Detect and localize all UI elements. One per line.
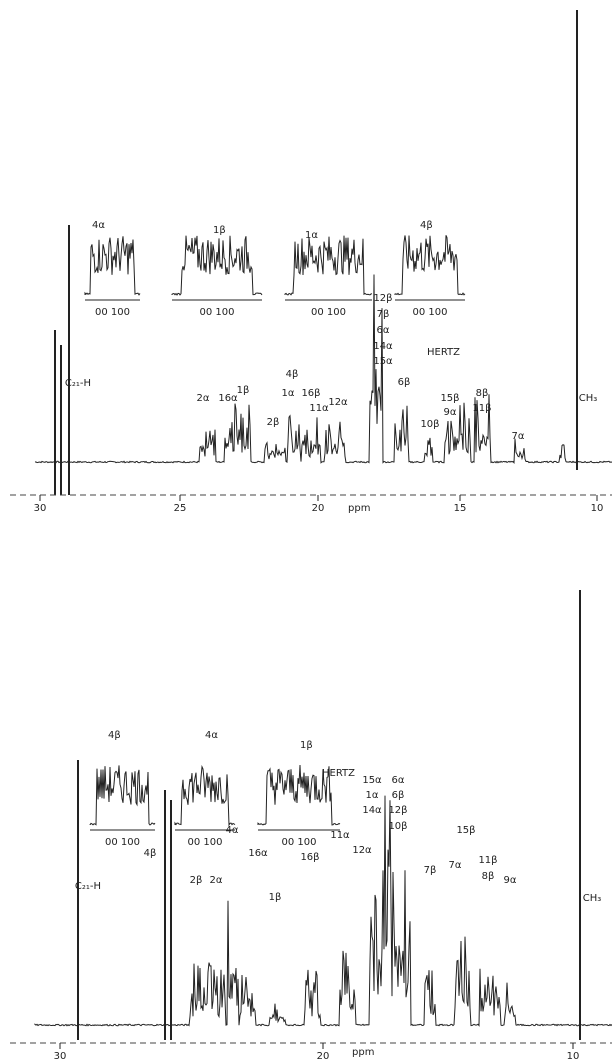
peak-label: 11β <box>472 403 491 414</box>
peak-label: 7α <box>512 431 525 442</box>
peak-label: C₂₁-H <box>75 881 101 892</box>
tick-label: 30 <box>54 1051 67 1062</box>
peak-label: 8β <box>476 388 489 399</box>
peak-label: 2α <box>210 875 223 886</box>
peak-label: 9α <box>504 875 517 886</box>
peak-label: 6α <box>392 775 405 786</box>
peak-label: 11α <box>330 830 350 841</box>
inset-label: 1β <box>300 740 313 751</box>
peak-label: 4β <box>144 848 157 859</box>
peak-label: 1α <box>366 790 379 801</box>
peak-label: 16β <box>300 852 319 863</box>
inset-label: 4β <box>108 730 121 741</box>
peak-label: 1α <box>282 388 295 399</box>
axis-unit: ppm <box>348 503 370 514</box>
inset-label: 4β <box>420 220 433 231</box>
peak-label: 2α <box>197 393 210 404</box>
inset-scale: 00 100 <box>200 307 235 318</box>
peak-label: 8β <box>482 871 495 882</box>
tick-label: 10 <box>567 1051 580 1062</box>
inset-trace <box>90 765 155 825</box>
peak-label: 12β <box>388 805 407 816</box>
tick-label: 15 <box>454 503 467 514</box>
inset-trace <box>175 767 235 825</box>
peak-label: 12α <box>328 397 348 408</box>
hertz-label: HERTZ <box>322 768 355 779</box>
inset-trace <box>395 235 465 295</box>
peak-label: 10β <box>420 419 439 430</box>
inset-scale: 00 100 <box>311 307 346 318</box>
inset-label: 1α <box>305 230 318 241</box>
peak-label: 16α <box>218 393 238 404</box>
peak-label: 1β <box>269 892 282 903</box>
peak-label: 4β <box>286 369 299 380</box>
inset-scale: 00 100 <box>188 837 223 848</box>
peak-label: 2β <box>190 875 203 886</box>
spectrum-trace <box>35 275 612 463</box>
inset-scale: 00 100 <box>413 307 448 318</box>
tick-label: 25 <box>174 503 187 514</box>
peak-label: 11β <box>478 855 497 866</box>
peak-label: 6α <box>377 325 390 336</box>
peak-label: 6β <box>392 790 405 801</box>
peak-label: 14α <box>373 341 393 352</box>
inset-scale: 00 100 <box>282 837 317 848</box>
peak-label: CH₃ <box>579 393 598 404</box>
peak-label: 7β <box>424 865 437 876</box>
peak-label: C₂₁-H <box>65 378 91 389</box>
inset-label: 1β <box>213 225 226 236</box>
tick-label: 30 <box>34 503 47 514</box>
hertz-label: HERTZ <box>427 347 460 358</box>
peak-label: 15α <box>362 775 382 786</box>
peak-label: 15β <box>440 393 459 404</box>
peak-label: 14α <box>362 805 382 816</box>
peak-label: 7β <box>377 309 390 320</box>
tick-label: 20 <box>312 503 325 514</box>
peak-label: 1β <box>237 385 250 396</box>
peak-label: 9α <box>444 407 457 418</box>
inset-trace <box>172 236 262 295</box>
peak-label: 10β <box>388 821 407 832</box>
peak-label: 15α <box>373 356 393 367</box>
figure: 3025201510ppm00 1004α00 1001β00 1001α00 … <box>0 0 612 1062</box>
tick-label: 10 <box>591 503 604 514</box>
inset-trace <box>285 236 372 295</box>
inset-scale: 00 100 <box>105 837 140 848</box>
peak-label: 16α <box>248 848 268 859</box>
peak-label: 15β <box>456 825 475 836</box>
tick-label: 20 <box>317 1051 330 1062</box>
peak-label: 7α <box>449 860 462 871</box>
inset-label: 4α <box>205 730 218 741</box>
peak-label: 6β <box>398 377 411 388</box>
peak-label: 2β <box>267 417 280 428</box>
peak-label: 11α <box>309 403 329 414</box>
peak-label: CH₃ <box>583 893 602 904</box>
axis-unit: ppm <box>352 1047 374 1058</box>
peak-label: 4α <box>226 825 239 836</box>
inset-scale: 00 100 <box>95 307 130 318</box>
peak-label: 12α <box>352 845 372 856</box>
peak-label: 12β <box>373 293 392 304</box>
inset-trace <box>85 236 140 295</box>
inset-label: 4α <box>92 220 105 231</box>
peak-label: 16β <box>301 388 320 399</box>
